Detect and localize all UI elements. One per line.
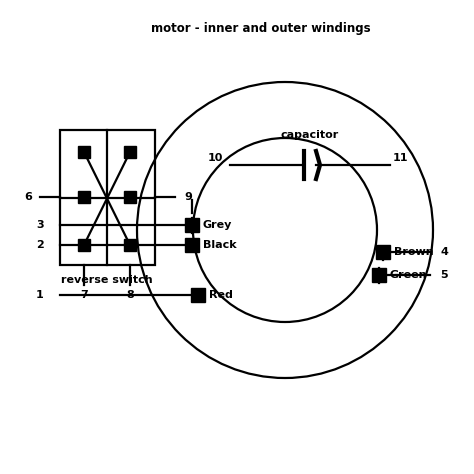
Bar bbox=[372, 268, 386, 282]
Bar bbox=[78, 191, 90, 203]
Text: motor - inner and outer windings: motor - inner and outer windings bbox=[151, 21, 371, 35]
Text: Red: Red bbox=[209, 290, 233, 300]
Bar bbox=[185, 218, 199, 232]
Text: 3: 3 bbox=[36, 220, 44, 230]
Bar bbox=[124, 146, 136, 158]
Text: Green: Green bbox=[390, 270, 428, 280]
Text: Brown: Brown bbox=[394, 247, 434, 257]
Bar bbox=[60, 130, 155, 265]
Bar bbox=[78, 239, 90, 251]
Text: 8: 8 bbox=[126, 290, 134, 300]
Bar bbox=[124, 239, 136, 251]
Text: 11: 11 bbox=[392, 153, 408, 163]
Text: 1: 1 bbox=[36, 290, 44, 300]
Bar bbox=[124, 191, 136, 203]
Text: 5: 5 bbox=[440, 270, 448, 280]
Text: 6: 6 bbox=[24, 192, 32, 202]
Text: Grey: Grey bbox=[203, 220, 232, 230]
Bar bbox=[185, 238, 199, 252]
Text: reverse switch: reverse switch bbox=[61, 275, 153, 285]
Text: capacitor: capacitor bbox=[281, 130, 339, 140]
Bar bbox=[191, 288, 205, 302]
Bar bbox=[78, 146, 90, 158]
Text: 2: 2 bbox=[36, 240, 44, 250]
Text: Black: Black bbox=[203, 240, 237, 250]
Bar bbox=[376, 245, 390, 259]
Text: 4: 4 bbox=[440, 247, 448, 257]
Text: 7: 7 bbox=[80, 290, 88, 300]
Text: 10: 10 bbox=[207, 153, 223, 163]
Text: 9: 9 bbox=[184, 192, 192, 202]
